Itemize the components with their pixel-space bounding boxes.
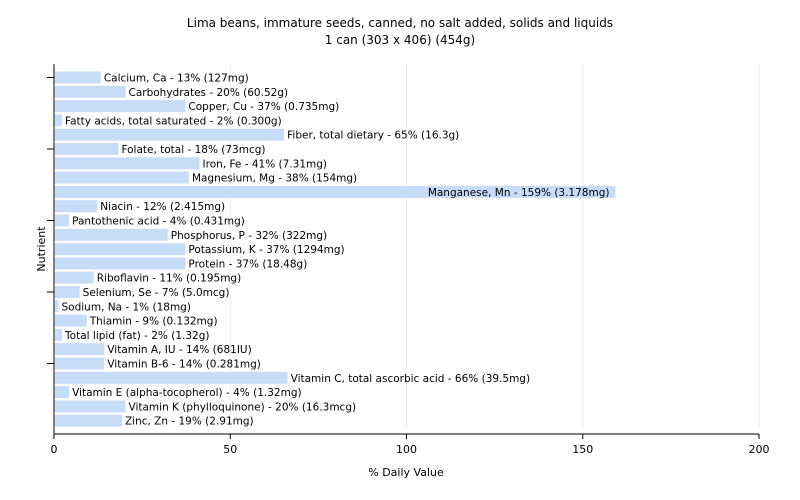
bar-21: [55, 371, 288, 384]
bar-label-12: Potassium, K - 37% (1294mg): [188, 244, 344, 256]
bar-label-21: Vitamin C, total ascorbic acid - 66% (39…: [291, 373, 530, 385]
axes: 0 50 100 150 200: [47, 64, 770, 456]
bar-label-13: Protein - 37% (18.48g): [188, 258, 307, 270]
bar-labels: Calcium, Ca - 13% (127mg) Carbohydrates -…: [62, 73, 610, 428]
bar-label-2: Copper, Cu - 37% (0.735mg): [188, 101, 339, 113]
bar-13: [55, 257, 186, 270]
bar-8: [55, 185, 616, 198]
bars: [55, 71, 616, 427]
x-tick-label-4: 200: [749, 443, 770, 456]
x-tick-label-1: 50: [223, 443, 237, 456]
bar-label-18: Total lipid (fat) - 2% (1.32g): [64, 330, 209, 342]
x-axis-title: % Daily Value: [368, 466, 444, 479]
bar-22: [55, 386, 70, 399]
bar-11: [55, 228, 168, 241]
bar-label-1: Carbohydrates - 20% (60.52g): [129, 87, 289, 99]
bar-label-17: Thiamin - 9% (0.132mg): [89, 316, 218, 328]
bar-label-22: Vitamin E (alpha-tocopherol) - 4% (1.32m…: [72, 387, 302, 399]
bar-label-10: Pantothenic acid - 4% (0.431mg): [72, 216, 245, 228]
bar-10: [55, 214, 70, 227]
bar-12: [55, 243, 186, 256]
bar-17: [55, 314, 87, 327]
bar-7: [55, 171, 189, 184]
bar-6: [55, 157, 200, 170]
bar-label-15: Selenium, Se - 7% (5.0mcg): [83, 287, 230, 299]
bar-label-4: Fiber, total dietary - 65% (16.3g): [287, 130, 459, 142]
bar-16: [55, 300, 59, 313]
bar-23: [55, 400, 126, 413]
x-tick-label-2: 100: [396, 443, 417, 456]
bar-label-20: Vitamin B-6 - 14% (0.281mg): [107, 359, 261, 371]
bar-label-7: Magnesium, Mg - 38% (154mg): [192, 173, 357, 185]
bar-label-11: Phosphorus, P - 32% (322mg): [171, 230, 327, 242]
bar-9: [55, 200, 98, 213]
bar-label-19: Vitamin A, IU - 14% (681IU): [107, 344, 251, 356]
bar-label-6: Iron, Fe - 41% (7.31mg): [203, 158, 327, 170]
bar-4: [55, 128, 285, 141]
y-axis-title: Nutrient: [35, 226, 48, 272]
chart-title: Lima beans, immature seeds, canned, no s…: [187, 16, 613, 30]
bar-18: [55, 328, 63, 341]
bar-label-23: Vitamin K (phylloquinone) - 20% (16.3mcg…: [129, 401, 357, 413]
bar-2: [55, 100, 186, 113]
bar-label-9: Niacin - 12% (2.415mg): [100, 201, 225, 213]
bar-label-16: Sodium, Na - 1% (18mg): [62, 301, 191, 313]
bar-20: [55, 357, 105, 370]
chart-subtitle: 1 can (303 x 406) (454g): [325, 33, 475, 47]
bar-5: [55, 143, 119, 155]
bar-1: [55, 85, 126, 98]
bar-14: [55, 271, 94, 284]
gridlines: [229, 64, 760, 428]
bar-24: [55, 414, 122, 427]
x-tick-label-3: 150: [572, 443, 593, 456]
bar-15: [55, 286, 80, 298]
bar-label-14: Riboflavin - 11% (0.195mg): [97, 273, 241, 285]
bar-label-0: Calcium, Ca - 13% (127mg): [104, 73, 249, 85]
bar-3: [55, 114, 63, 127]
bar-label-3: Fatty acids, total saturated - 2% (0.300…: [65, 115, 282, 127]
bar-label-5: Folate, total - 18% (73mcg): [121, 144, 265, 156]
x-tick-label-0: 0: [51, 443, 58, 456]
bar-0: [55, 71, 101, 84]
bar-label-24: Zinc, Zn - 19% (2.91mg): [125, 416, 254, 428]
bar-19: [55, 343, 105, 356]
bar-label-8: Manganese, Mn - 159% (3.178mg): [428, 187, 610, 199]
